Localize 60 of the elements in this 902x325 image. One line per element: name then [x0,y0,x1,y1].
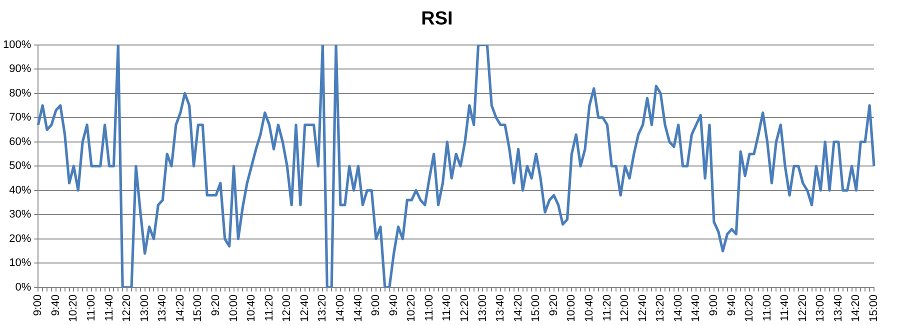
x-tick-label: 9:40 [388,294,400,316]
x-tick-label: 10:20 [68,294,80,322]
chart-title: RSI [421,8,453,30]
x-tick-label: 14:20 [512,294,524,322]
x-tick-label: 14:20 [850,294,862,322]
x-tick-label: 10:00 [228,294,240,322]
y-tick-label: 10% [9,257,32,270]
x-tick-label: 11:20 [601,294,614,322]
x-tick-label: 9:40 [726,294,738,316]
x-tick-label: 15:00 [192,294,204,322]
x-tick-label: 9:20 [548,294,560,316]
y-tick-label: 0% [15,282,32,294]
x-tick-label: 11:00 [86,294,98,322]
x-tick-label: 13:40 [832,294,844,322]
x-tick-label: 13:00 [138,294,151,322]
x-tick-label: 15:00 [868,294,880,322]
x-tick-label: 11:40 [441,294,454,322]
y-tick-label: 20% [9,232,32,245]
x-tick-label: 14:00 [672,294,684,322]
x-tick-label: 12:20 [796,294,809,322]
x-tick-label: 13:00 [476,294,489,322]
x-tick-label: 11:00 [423,294,436,322]
x-tick-label: 9:40 [50,294,62,316]
x-tick-label: 9:20 [210,294,222,316]
x-tick-label: 10:20 [744,294,756,322]
x-tick-label: 9:00 [708,294,720,316]
x-tick-label: 9:00 [32,294,44,316]
x-tick-label: 14:00 [334,294,346,322]
x-tick-label: 13:00 [814,294,827,322]
x-tick-label: 10:20 [406,294,418,322]
y-tick-label: 40% [9,184,32,196]
x-tick-label: 13:20 [654,294,667,322]
x-tick-label: 11:40 [779,294,792,322]
x-tick-label: 14:40 [690,294,702,322]
y-tick-label: 80% [9,87,32,100]
x-tick-label: 13:40 [494,294,507,322]
x-tick-label: 11:20 [263,294,276,322]
x-tick-label: 11:40 [103,294,116,322]
x-tick-label: 9:00 [370,294,382,316]
x-tick-label: 14:40 [352,294,364,322]
x-tick-label: 10:40 [583,294,596,322]
x-tick-label: 13:40 [156,294,169,322]
y-tick-label: 70% [9,112,32,124]
x-tick-label: 12:40 [636,294,649,322]
x-tick-label: 12:00 [619,294,632,322]
x-tick-label: 12:20 [121,294,134,322]
x-tick-label: 10:40 [246,294,258,322]
x-tick-label: 15:00 [530,294,542,322]
x-tick-label: 11:00 [761,294,774,322]
y-tick-label: 30% [9,208,32,221]
y-tick-label: 50% [9,160,32,172]
x-tick-label: 12:00 [281,294,294,322]
x-tick-label: 14:20 [174,294,186,322]
x-tick-label: 10:00 [566,294,578,322]
x-tick-label: 13:20 [316,294,329,322]
x-tick-label: 12:20 [458,294,471,322]
x-tick-label: 12:40 [298,294,311,322]
y-tick-label: 100% [2,38,32,51]
y-tick-label: 90% [9,63,32,76]
y-tick-label: 60% [9,136,32,148]
